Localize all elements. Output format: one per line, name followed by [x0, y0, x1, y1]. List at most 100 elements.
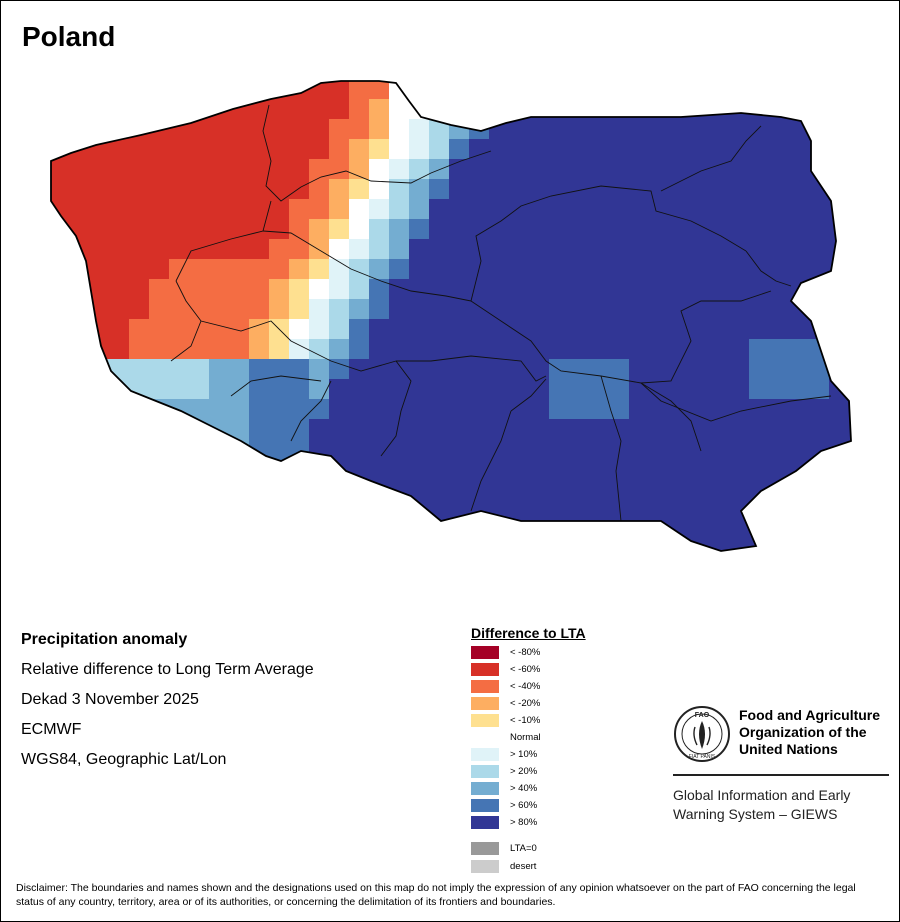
- anomaly-cell: [569, 259, 590, 280]
- anomaly-cell: [449, 479, 470, 500]
- info-projection: WGS84, Geographic Lat/Lon: [21, 751, 227, 768]
- anomaly-cell: [589, 299, 610, 320]
- anomaly-cell: [789, 139, 810, 160]
- anomaly-cell: [329, 479, 350, 500]
- anomaly-cell: [769, 539, 790, 551]
- anomaly-cell: [549, 219, 570, 240]
- anomaly-cell: [549, 379, 570, 400]
- anomaly-cell: [549, 499, 570, 520]
- anomaly-cell: [549, 279, 570, 300]
- anomaly-cell: [749, 159, 770, 180]
- anomaly-cell: [829, 119, 850, 140]
- anomaly-cell: [449, 459, 470, 480]
- anomaly-cell: [369, 399, 390, 420]
- anomaly-cell: [489, 179, 510, 200]
- anomaly-cell: [229, 179, 250, 200]
- legend-label: > 20%: [510, 766, 538, 777]
- map-title: Poland: [22, 21, 116, 52]
- anomaly-cell: [469, 499, 490, 520]
- legend-swatch: [471, 731, 499, 744]
- anomaly-cell: [229, 539, 250, 551]
- anomaly-cell: [729, 359, 750, 380]
- anomaly-cell: [409, 239, 430, 260]
- anomaly-cell: [809, 139, 830, 160]
- anomaly-cell: [809, 199, 830, 220]
- anomaly-cell: [309, 179, 330, 200]
- anomaly-cell: [669, 139, 690, 160]
- anomaly-cell: [509, 219, 530, 240]
- anomaly-cell: [169, 539, 190, 551]
- anomaly-cell: [529, 439, 550, 460]
- anomaly-cell: [289, 519, 310, 540]
- anomaly-cell: [509, 159, 530, 180]
- anomaly-cell: [169, 119, 190, 140]
- anomaly-cell: [389, 279, 410, 300]
- anomaly-cell: [269, 239, 290, 260]
- anomaly-cell: [169, 339, 190, 360]
- anomaly-cell: [509, 81, 530, 100]
- anomaly-cell: [769, 81, 790, 100]
- anomaly-cell: [329, 419, 350, 440]
- anomaly-cell: [209, 259, 230, 280]
- anomaly-cell: [109, 499, 130, 520]
- anomaly-cell: [589, 499, 610, 520]
- anomaly-cell: [429, 519, 450, 540]
- anomaly-cell: [289, 139, 310, 160]
- anomaly-cell: [649, 81, 670, 100]
- anomaly-cell: [809, 499, 830, 520]
- anomaly-cell: [149, 299, 170, 320]
- anomaly-cell: [569, 419, 590, 440]
- anomaly-cell: [749, 139, 770, 160]
- anomaly-cell: [209, 139, 230, 160]
- anomaly-cell: [51, 359, 70, 380]
- anomaly-cell: [349, 359, 370, 380]
- anomaly-cell: [149, 81, 170, 100]
- anomaly-cell: [769, 299, 790, 320]
- anomaly-cell: [809, 419, 830, 440]
- anomaly-cell: [549, 439, 570, 460]
- anomaly-cell: [609, 179, 630, 200]
- anomaly-cell: [369, 319, 390, 340]
- anomaly-cell: [109, 299, 130, 320]
- anomaly-cell: [549, 339, 570, 360]
- anomaly-cell: [209, 539, 230, 551]
- anomaly-cell: [369, 519, 390, 540]
- anomaly-cell: [389, 399, 410, 420]
- anomaly-cell: [469, 199, 490, 220]
- anomaly-cell: [489, 99, 510, 120]
- anomaly-cell: [209, 399, 230, 420]
- anomaly-cell: [389, 519, 410, 540]
- anomaly-cell: [609, 139, 630, 160]
- anomaly-cell: [729, 239, 750, 260]
- anomaly-cell: [149, 539, 170, 551]
- anomaly-cell: [469, 519, 490, 540]
- org-line-3: United Nations: [739, 741, 838, 757]
- anomaly-cell: [469, 99, 490, 120]
- legend-label: < -10%: [510, 715, 541, 726]
- anomaly-cell: [309, 279, 330, 300]
- anomaly-cell: [569, 119, 590, 140]
- anomaly-cell: [109, 279, 130, 300]
- anomaly-cell: [609, 539, 630, 551]
- anomaly-cell: [69, 319, 90, 340]
- anomaly-cell: [89, 339, 110, 360]
- anomaly-cell: [729, 119, 750, 140]
- anomaly-cell: [309, 419, 330, 440]
- anomaly-cell: [749, 379, 770, 400]
- anomaly-cell: [289, 319, 310, 340]
- anomaly-cell: [309, 259, 330, 280]
- anomaly-cell: [329, 81, 350, 100]
- anomaly-cell: [509, 439, 530, 460]
- anomaly-cell: [329, 459, 350, 480]
- anomaly-cell: [749, 459, 770, 480]
- system-line-1: Global Information and Early: [673, 787, 851, 803]
- anomaly-cell: [849, 239, 851, 260]
- anomaly-cell: [489, 319, 510, 340]
- anomaly-cell: [809, 379, 830, 400]
- anomaly-cell: [249, 159, 270, 180]
- anomaly-cell: [389, 339, 410, 360]
- anomaly-cell: [469, 279, 490, 300]
- anomaly-cell: [349, 81, 370, 100]
- anomaly-cell: [669, 539, 690, 551]
- anomaly-cell: [489, 139, 510, 160]
